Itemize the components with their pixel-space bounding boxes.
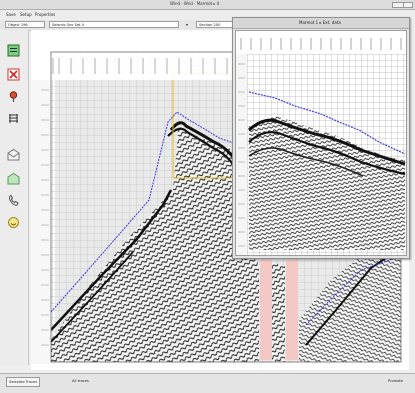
- envelope-open-icon[interactable]: [7, 172, 20, 185]
- dropdown-arrow-icon[interactable]: ▾: [186, 22, 189, 27]
- title-bar: Wind · Wnd · Marmot ▸ 4: [0, 0, 415, 10]
- list-icon[interactable]: [7, 44, 20, 57]
- selected-traces-button[interactable]: Selected Traces: [6, 377, 41, 387]
- close-button[interactable]: [403, 2, 413, 8]
- seismic-section-detail[interactable]: [235, 30, 407, 256]
- status-right-text: Promote: [388, 379, 404, 383]
- detail-view-title: Marmot 1 ▸ Ext. data: [299, 20, 341, 25]
- smile-icon[interactable]: [7, 216, 20, 229]
- pin-icon[interactable]: [7, 90, 20, 103]
- window-title: Wind · Wnd · Marmot ▸ 4: [170, 1, 220, 6]
- menu-properties[interactable]: Properties: [35, 12, 56, 17]
- menu-save[interactable]: Save: [6, 12, 16, 17]
- seismic-set-label: Seismic Sec Set 4: [52, 23, 84, 27]
- detail-view-header[interactable]: Marmot 1 ▸ Ext. data: [233, 18, 409, 29]
- close-x-icon[interactable]: [7, 68, 20, 81]
- phone-icon[interactable]: [7, 194, 20, 207]
- tool-palette: [0, 30, 29, 365]
- status-bar: Selected Traces All traces Promote: [0, 373, 415, 393]
- object-field[interactable]: Object 196: [5, 21, 45, 28]
- envelope-icon[interactable]: [7, 148, 20, 161]
- menu-bar: Save Setup Properties: [0, 10, 415, 19]
- seismic-set-dropdown[interactable]: Seismic Sec Set 4: [49, 21, 179, 28]
- detail-view-window[interactable]: Marmot 1 ▸ Ext. data: [232, 17, 410, 259]
- menu-setup[interactable]: Setup: [20, 12, 32, 17]
- status-traces-text: All traces: [72, 379, 89, 383]
- ruler-icon[interactable]: [7, 112, 20, 125]
